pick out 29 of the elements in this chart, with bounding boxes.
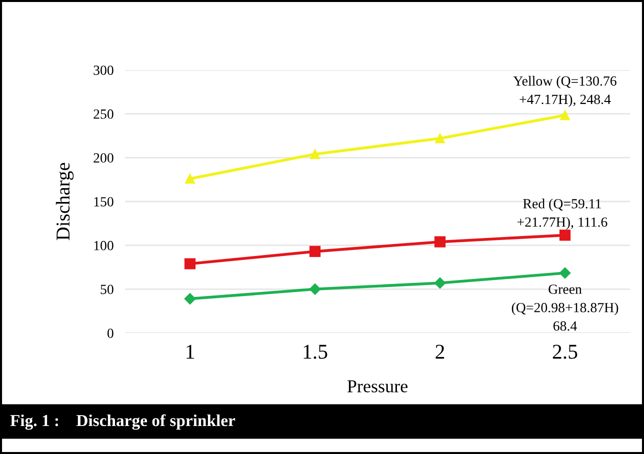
annotation: Green (Q=20.98+18.87H) 68.4 [512,284,618,331]
annotation: Red (Q=59.11 +21.77H), 111.6 [517,198,608,230]
point [184,258,196,270]
y-tick-label: 0 [107,328,114,338]
point [559,230,571,241]
x-tick-label: 1 [186,344,194,359]
x-tick-label: 2 [436,344,444,359]
x-tick-label: 2.5 [552,344,578,359]
y-tick-label: 50 [100,284,114,294]
point [309,246,321,258]
caption: Fig. 1 : Discharge of sprinkler [10,414,236,430]
point [559,267,571,279]
y-axis-title: Discharge [56,162,74,240]
point [560,110,570,120]
y-tick-label: 150 [94,197,114,206]
point [310,149,320,160]
point [184,293,196,304]
point [435,134,445,144]
point [185,174,195,184]
x-axis-title: Pressure [347,380,408,392]
point [434,236,446,248]
y-tick-label: 300 [94,66,114,75]
annotation: Yellow (Q=130.76 +47.17H), 248.4 [513,76,616,107]
y-tick-label: 250 [94,109,114,119]
y-tick-label: 100 [94,240,114,250]
x-tick-label: 1.5 [304,344,328,359]
point [434,277,446,289]
y-tick-label: 200 [94,153,114,163]
point [309,284,321,295]
